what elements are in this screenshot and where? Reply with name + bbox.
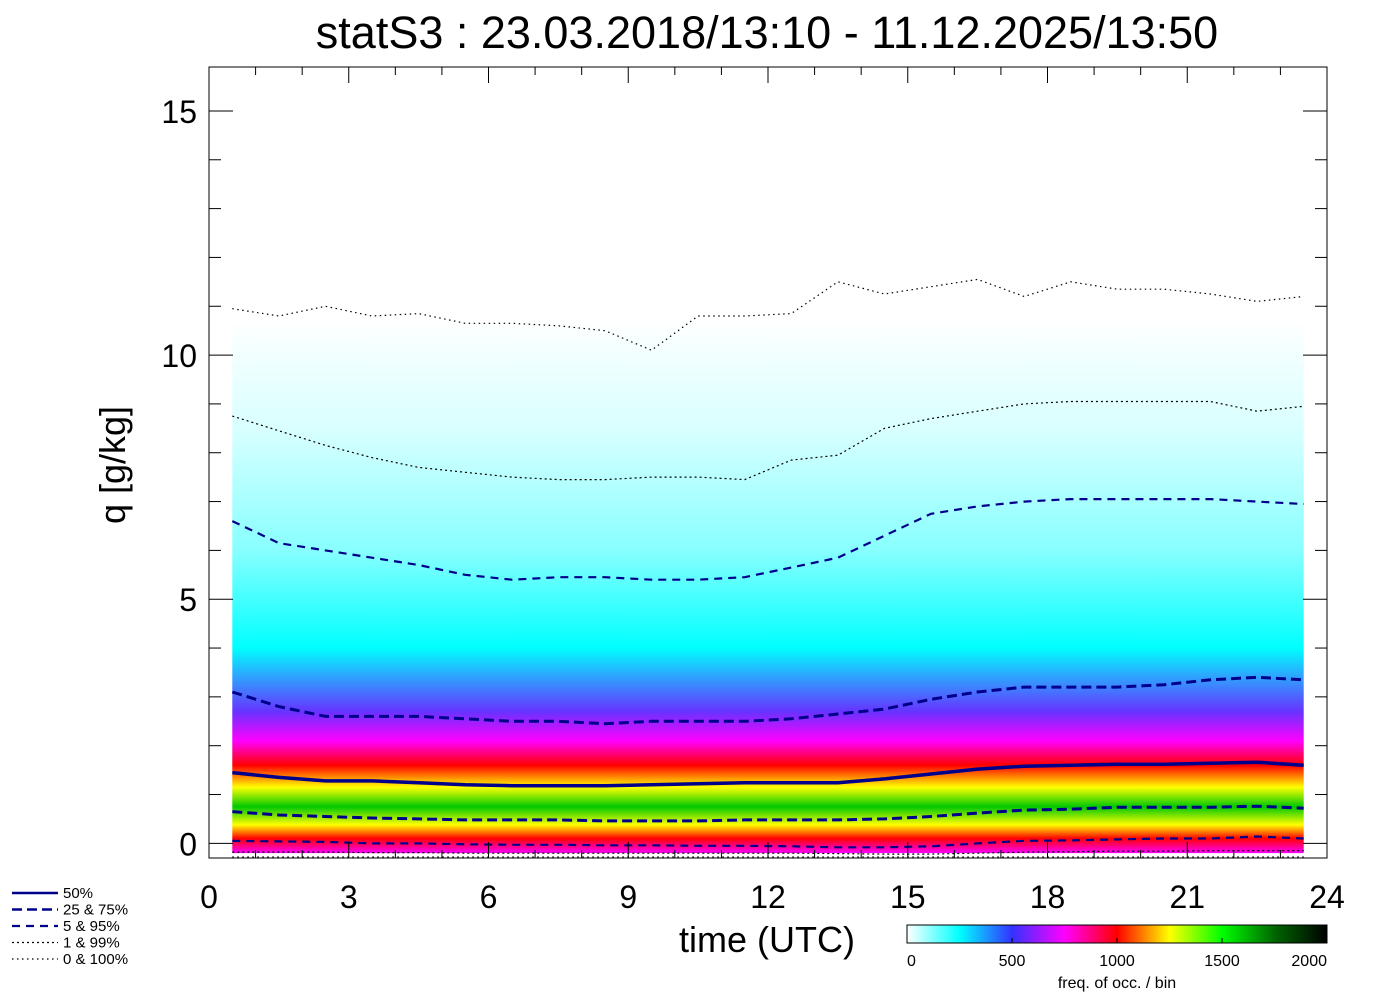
y-axis-title: q [g/kg]: [92, 406, 133, 524]
percentile-line-2: [231, 675, 1304, 726]
x-tick-label: 24: [1309, 879, 1345, 915]
x-tick-label: 12: [750, 879, 786, 915]
colorbar-tick-label: 500: [999, 953, 1026, 970]
x-tick-label: 3: [340, 879, 358, 915]
percentile-line-0: [232, 760, 1304, 788]
legend-label: 25 & 75%: [63, 902, 128, 919]
percentile-line-6: [232, 400, 1304, 481]
percentile-line-4: [231, 498, 1304, 581]
percentile-line-1: [232, 804, 1304, 823]
x-tick-label: 18: [1030, 879, 1066, 915]
colorbar: 0 500 1000 1500 2000 freq. of occ. / bin: [906, 924, 1328, 992]
legend: 50%25 & 75%5 & 95%1 & 99%0 & 100%: [12, 885, 128, 968]
x-tick-label: 6: [480, 879, 498, 915]
y-tick-label: 15: [161, 94, 197, 130]
y-tick-label: 10: [161, 338, 197, 374]
y-tick-label: 0: [179, 826, 197, 862]
density-field: [232, 320, 1304, 854]
density-heatmap: [232, 320, 1304, 854]
y-tick-label: 5: [179, 582, 197, 618]
colorbar-tick-label: 1000: [1099, 953, 1135, 970]
legend-label: 1 & 99%: [63, 935, 120, 952]
chart-title: statS3 : 23.03.2018/13:10 - 11.12.2025/1…: [316, 7, 1218, 58]
x-tick-label: 15: [890, 879, 926, 915]
colorbar-title: freq. of occ. / bin: [1058, 975, 1176, 992]
colorbar-tick-label: 0: [907, 953, 916, 970]
legend-label: 5 & 95%: [63, 918, 120, 935]
colorbar-tick-label: 1500: [1204, 953, 1240, 970]
legend-label: 0 & 100%: [63, 951, 128, 968]
x-tick-label: 9: [619, 879, 637, 915]
x-tick-label: 0: [200, 879, 218, 915]
percentile-line-8: [232, 278, 1304, 351]
colorbar-tick-label: 2000: [1291, 953, 1327, 970]
plot-axes: 0 3 6 9 12 15 18 21 24 0 5 10 15: [161, 66, 1345, 915]
legend-label: 50%: [63, 885, 93, 902]
x-tick-label: 21: [1169, 879, 1205, 915]
x-axis-title: time (UTC): [679, 919, 855, 960]
